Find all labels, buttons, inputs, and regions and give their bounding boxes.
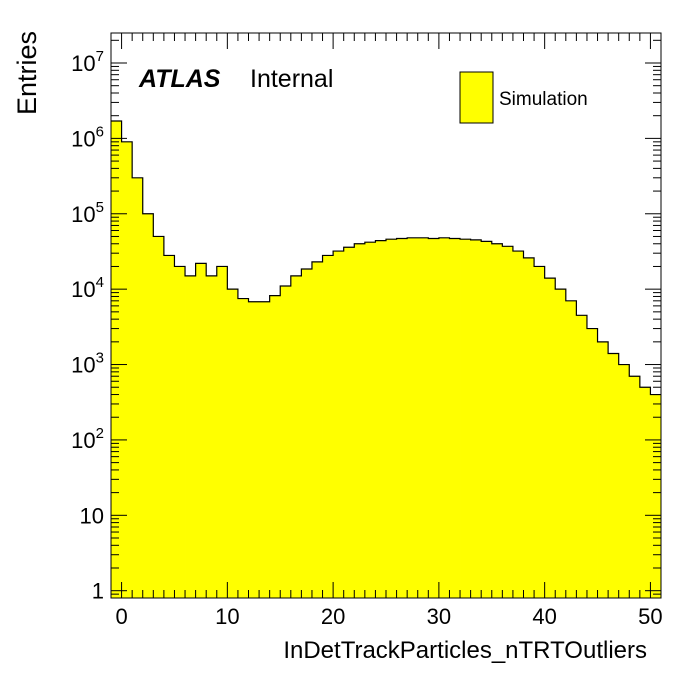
histogram-bar — [650, 394, 662, 598]
outline-layer — [111, 120, 661, 396]
bars-layer — [111, 121, 662, 599]
histogram-bar — [227, 289, 239, 598]
histogram-bar — [142, 213, 154, 599]
histogram-bar — [534, 266, 546, 598]
histogram-bar — [195, 263, 207, 598]
histogram-bar — [481, 241, 493, 598]
histogram-bar — [206, 275, 218, 598]
histogram-bar — [407, 237, 419, 599]
y-axis-label: Entries — [12, 31, 42, 115]
histogram-bar — [269, 295, 281, 598]
y-tick-label: 107 — [71, 48, 104, 76]
x-tick-label: 20 — [321, 604, 345, 629]
histogram-bar — [354, 243, 366, 598]
atlas-label: ATLAS Internal — [138, 65, 333, 93]
histogram-bar — [280, 286, 292, 598]
histogram-bar — [502, 246, 514, 598]
histogram-bar — [121, 141, 133, 598]
x-tick-label: 30 — [427, 604, 451, 629]
legend: Simulation — [459, 71, 588, 124]
histogram-outline — [111, 120, 661, 396]
histogram-bar — [491, 243, 503, 598]
histogram-bar — [512, 251, 524, 599]
histogram-bar — [322, 255, 334, 598]
histogram-bar — [132, 177, 144, 599]
atlas-label-bold: ATLAS — [138, 65, 221, 93]
x-axis-label: InDetTrackParticles_nTRTOutliers — [283, 637, 647, 664]
histogram-bar — [153, 236, 165, 599]
histogram-bar — [259, 301, 271, 598]
histogram-bar — [364, 242, 376, 598]
ticks-layer — [110, 33, 662, 599]
x-tick-label: 40 — [532, 604, 556, 629]
y-tick-label: 10 — [80, 503, 104, 528]
atlas-label-text: Internal — [250, 65, 333, 93]
x-tick-label: 50 — [638, 604, 662, 629]
histogram-bar — [237, 298, 249, 598]
histogram-bar — [597, 341, 609, 598]
y-tick-label: 104 — [71, 274, 104, 302]
histogram-bar — [396, 238, 408, 599]
histogram-bar — [555, 289, 567, 598]
y-tick-label: 105 — [71, 199, 104, 227]
legend-swatch — [459, 71, 494, 124]
histogram-bar — [163, 255, 175, 598]
histogram-bar — [608, 353, 620, 598]
histogram-bar — [185, 275, 197, 598]
histogram-bar — [618, 364, 630, 598]
x-tick-label: 10 — [215, 604, 239, 629]
histogram-bar — [639, 387, 651, 598]
histogram-bar — [586, 328, 598, 598]
legend-entry-label: Simulation — [499, 89, 588, 110]
histogram-bar — [301, 269, 313, 598]
y-tick-label: 1 — [92, 579, 104, 604]
histogram-bar — [544, 278, 556, 598]
y-tick-label: 103 — [71, 350, 104, 378]
y-tick-label: 102 — [71, 425, 104, 453]
histogram-bar — [449, 238, 461, 599]
histogram-bar — [470, 239, 482, 598]
histogram-bar — [438, 237, 450, 599]
y-tick-label: 106 — [71, 123, 104, 151]
histogram-bar — [576, 315, 588, 598]
histogram-bar — [343, 247, 355, 599]
histogram-bar — [460, 239, 472, 599]
histogram-bar — [629, 376, 641, 598]
histogram-bar — [417, 237, 429, 599]
histogram-bar — [565, 300, 577, 598]
histogram-bar — [311, 261, 323, 598]
histogram-bar — [375, 240, 387, 599]
histogram-bar — [428, 238, 440, 599]
labels-layer: 0 10 20 30 40 50 1 10 102 103 104 105 106 107 — [71, 48, 662, 629]
histogram-bar — [333, 251, 345, 599]
histogram-bar — [174, 266, 186, 598]
x-tick-label: 0 — [115, 604, 127, 629]
histogram-bar — [523, 257, 535, 598]
histogram-bar — [386, 239, 397, 599]
histogram-bar — [216, 266, 228, 598]
histogram-bar — [111, 121, 122, 599]
histogram-bar — [290, 275, 302, 598]
histogram-bar — [248, 301, 260, 598]
